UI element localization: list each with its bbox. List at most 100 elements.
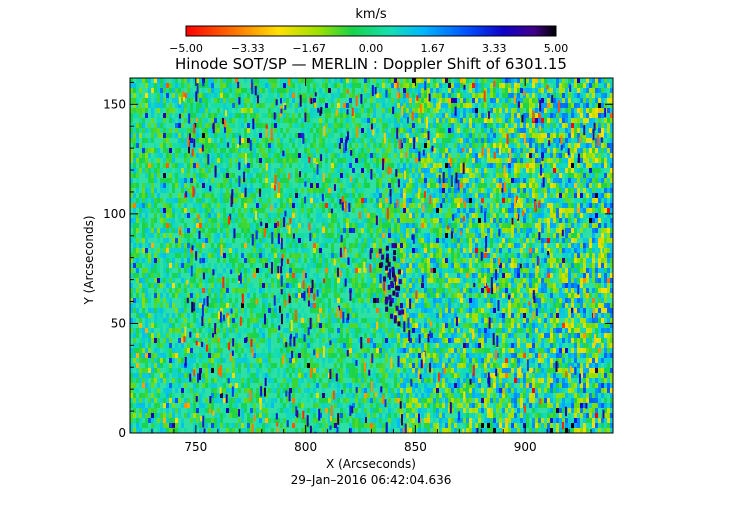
doppler-pixel	[358, 253, 361, 258]
doppler-pixel	[175, 388, 178, 393]
doppler-pixel	[370, 128, 373, 133]
doppler-pixel	[283, 168, 286, 173]
doppler-pixel	[190, 133, 193, 138]
doppler-pixel	[253, 363, 256, 368]
doppler-pixel	[238, 423, 241, 428]
doppler-pixel	[220, 263, 223, 268]
doppler-pixel	[199, 108, 202, 113]
doppler-pixel	[325, 143, 328, 148]
doppler-pixel	[295, 188, 298, 193]
doppler-pixel	[400, 373, 403, 378]
doppler-pixel	[211, 228, 214, 233]
doppler-pixel	[391, 138, 394, 143]
doppler-pixel	[184, 173, 187, 178]
doppler-pixel	[409, 103, 412, 108]
doppler-pixel	[406, 128, 409, 133]
doppler-pixel	[205, 278, 208, 283]
doppler-pixel	[190, 253, 193, 258]
doppler-pixel	[163, 243, 166, 248]
doppler-pixel	[139, 253, 142, 258]
doppler-pixel	[241, 403, 244, 408]
doppler-pixel	[307, 368, 310, 373]
doppler-pixel	[241, 413, 244, 418]
doppler-pixel	[199, 293, 202, 298]
doppler-pixel	[208, 428, 211, 433]
doppler-pixel	[277, 418, 280, 423]
doppler-pixel	[334, 298, 337, 303]
doppler-pixel	[208, 338, 211, 343]
doppler-pixel	[358, 223, 361, 228]
doppler-pixel	[280, 308, 283, 313]
doppler-pixel	[217, 423, 220, 428]
doppler-pixel	[223, 218, 226, 223]
doppler-pixel	[391, 98, 394, 103]
doppler-pixel	[301, 353, 304, 358]
doppler-pixel	[310, 123, 313, 128]
doppler-pixel	[232, 88, 235, 93]
doppler-pixel	[313, 273, 316, 278]
doppler-pixel	[292, 113, 295, 118]
doppler-pixel	[343, 143, 346, 148]
doppler-pixel	[229, 163, 232, 168]
doppler-pixel	[193, 313, 196, 318]
doppler-pixel	[334, 353, 337, 358]
doppler-pixel	[298, 138, 301, 143]
doppler-pixel	[259, 198, 262, 203]
doppler-pixel	[226, 113, 229, 118]
doppler-pixel	[289, 283, 292, 288]
doppler-pixel	[337, 223, 340, 228]
doppler-pixel	[181, 123, 184, 128]
doppler-pixel	[403, 303, 406, 308]
doppler-pixel	[319, 248, 322, 253]
doppler-pixel	[247, 223, 250, 228]
doppler-pixel	[223, 243, 226, 248]
doppler-pixel	[268, 363, 271, 368]
doppler-pixel	[394, 83, 397, 88]
doppler-pixel	[304, 103, 307, 108]
doppler-pixel	[307, 148, 310, 153]
doppler-pixel	[250, 378, 253, 383]
doppler-pixel	[271, 158, 274, 163]
doppler-pixel	[355, 413, 358, 418]
doppler-pixel	[286, 153, 289, 158]
doppler-pixel	[229, 153, 232, 158]
doppler-pixel	[334, 393, 337, 398]
doppler-pixel	[304, 418, 307, 423]
doppler-pixel	[133, 398, 136, 403]
doppler-pixel	[352, 423, 355, 428]
doppler-pixel	[409, 398, 412, 403]
doppler-pixel	[304, 343, 307, 348]
doppler-pixel	[208, 418, 211, 423]
doppler-pixel	[190, 418, 193, 423]
doppler-pixel	[250, 363, 253, 368]
doppler-pixel	[397, 408, 400, 413]
doppler-pixel	[163, 158, 166, 163]
doppler-pixel	[391, 318, 394, 323]
doppler-pixel	[358, 113, 361, 118]
doppler-pixel	[265, 408, 268, 413]
doppler-pixel	[385, 403, 388, 408]
doppler-pixel	[274, 328, 277, 333]
doppler-pixel	[241, 103, 244, 108]
doppler-pixel	[130, 188, 133, 193]
doppler-pixel	[400, 258, 403, 263]
doppler-pixel	[370, 273, 373, 278]
doppler-pixel	[340, 383, 343, 388]
doppler-pixel	[139, 128, 142, 133]
doppler-pixel	[376, 278, 379, 283]
doppler-pixel	[190, 278, 193, 283]
doppler-pixel	[331, 233, 334, 238]
doppler-pixel	[148, 333, 151, 338]
doppler-pixel	[175, 98, 178, 103]
doppler-pixel	[316, 423, 319, 428]
doppler-pixel	[280, 163, 283, 168]
doppler-pixel	[187, 313, 190, 318]
doppler-pixel	[208, 163, 211, 168]
doppler-pixel	[259, 363, 262, 368]
doppler-pixel	[301, 263, 304, 268]
doppler-pixel	[409, 193, 412, 198]
doppler-pixel	[184, 78, 187, 83]
doppler-pixel	[172, 153, 175, 158]
doppler-pixel	[142, 333, 145, 338]
doppler-pixel	[382, 338, 385, 343]
